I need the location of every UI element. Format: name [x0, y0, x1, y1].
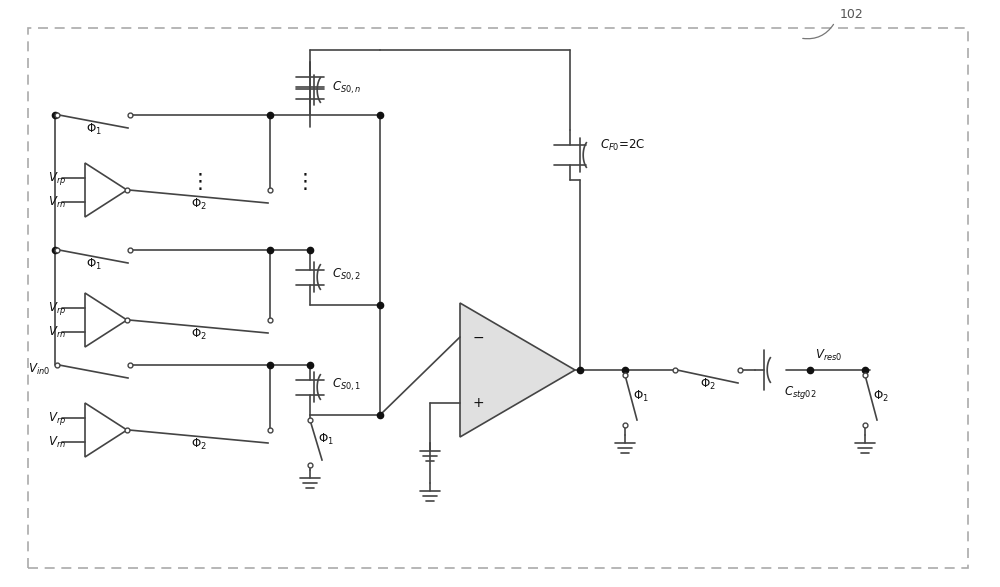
Text: $C_{F0}$=2C: $C_{F0}$=2C [600, 137, 645, 153]
Text: $V_{rp}$: $V_{rp}$ [48, 170, 66, 187]
Text: $\Phi_2$: $\Phi_2$ [700, 377, 715, 392]
Text: $\Phi_1$: $\Phi_1$ [86, 257, 101, 272]
Text: $V_{in0}$: $V_{in0}$ [28, 362, 50, 376]
Text: $\Phi_1$: $\Phi_1$ [633, 389, 649, 404]
Text: $C_{stg02}$: $C_{stg02}$ [784, 383, 817, 400]
Text: $\Phi_2$: $\Phi_2$ [191, 437, 206, 452]
Text: $V_{rp}$: $V_{rp}$ [48, 410, 66, 427]
Text: $C_{S0,1}$: $C_{S0,1}$ [332, 377, 361, 393]
Text: $C_{S0,2}$: $C_{S0,2}$ [332, 267, 361, 283]
Text: ⋮: ⋮ [295, 172, 315, 192]
Text: $V_{rn}$: $V_{rn}$ [48, 325, 66, 339]
Text: $\Phi_2$: $\Phi_2$ [873, 389, 889, 404]
Text: $\Phi_1$: $\Phi_1$ [86, 122, 101, 137]
Text: 102: 102 [840, 8, 864, 21]
Text: $V_{rn}$: $V_{rn}$ [48, 194, 66, 210]
Text: $V_{res0}$: $V_{res0}$ [815, 348, 842, 363]
Polygon shape [460, 303, 575, 437]
Text: $-$: $-$ [472, 330, 484, 344]
Text: ⋮: ⋮ [190, 172, 210, 192]
Text: $\Phi_2$: $\Phi_2$ [191, 197, 206, 212]
Text: $C_{S0,n}$: $C_{S0,n}$ [332, 80, 362, 96]
Text: $\Phi_2$: $\Phi_2$ [191, 327, 206, 342]
FancyArrowPatch shape [803, 24, 834, 39]
Text: $+$: $+$ [472, 396, 484, 410]
Text: $\Phi_1$: $\Phi_1$ [318, 431, 334, 447]
Text: $V_{rp}$: $V_{rp}$ [48, 299, 66, 316]
Text: $V_{rn}$: $V_{rn}$ [48, 434, 66, 450]
